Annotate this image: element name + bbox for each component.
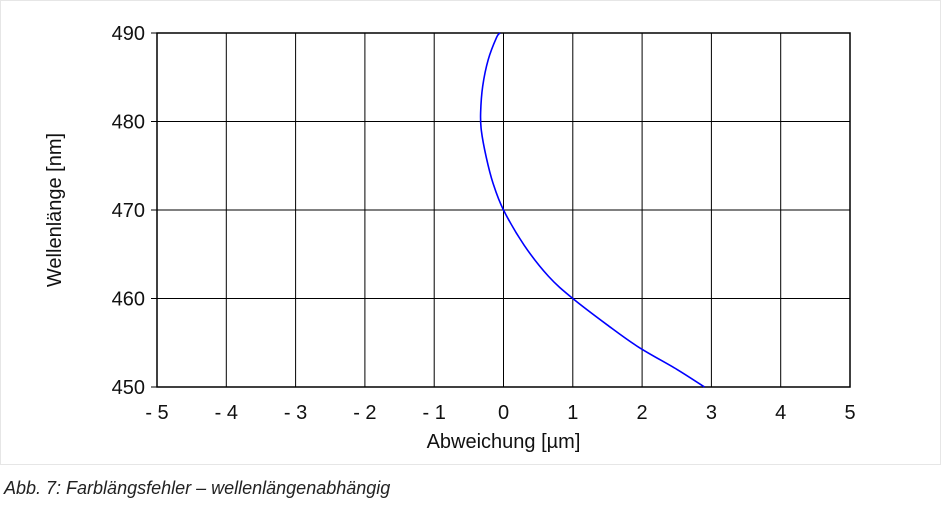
x-tick-label: - 2 — [353, 402, 376, 424]
y-axis-title: Wellenlänge [nm] — [44, 133, 66, 287]
x-tick-label: 2 — [637, 402, 648, 424]
chart-frame: - 5 - 4 - 3 - 2 - 1 0 1 2 3 4 5 450 460 470 480 490 Abw… — [0, 0, 941, 465]
deviation-chart: - 5 - 4 - 3 - 2 - 1 0 1 2 3 4 5 450 460 470 480 490 Abw… — [44, 23, 856, 453]
tick-labels: - 5 - 4 - 3 - 2 - 1 0 1 2 3 4 5 450 460 470 480 490 — [112, 23, 856, 424]
x-tick-label: - 5 — [145, 402, 168, 424]
x-tick-label: - 4 — [215, 402, 238, 424]
y-tick-label: 450 — [112, 377, 145, 399]
series-layer — [479, 32, 705, 388]
x-tick-label: 1 — [567, 402, 578, 424]
series-line — [479, 32, 705, 388]
x-axis-title: Abweichung [µm] — [427, 431, 581, 453]
x-tick-label: - 1 — [423, 402, 446, 424]
y-tick-label: 470 — [112, 200, 145, 222]
x-tick-label: 0 — [498, 402, 509, 424]
figure-caption: Abb. 7: Farblängsfehler – wellenlängenab… — [4, 478, 391, 498]
x-tick-label: 3 — [706, 402, 717, 424]
plot-area-border — [156, 32, 851, 388]
y-tick-label: 490 — [112, 23, 145, 45]
x-tick-label: - 3 — [284, 402, 307, 424]
x-tick-label: 4 — [775, 402, 786, 424]
x-tick-label: 5 — [844, 402, 855, 424]
y-tick-label: 460 — [112, 289, 145, 311]
grid-layer — [151, 32, 851, 388]
y-tick-label: 480 — [112, 112, 145, 134]
